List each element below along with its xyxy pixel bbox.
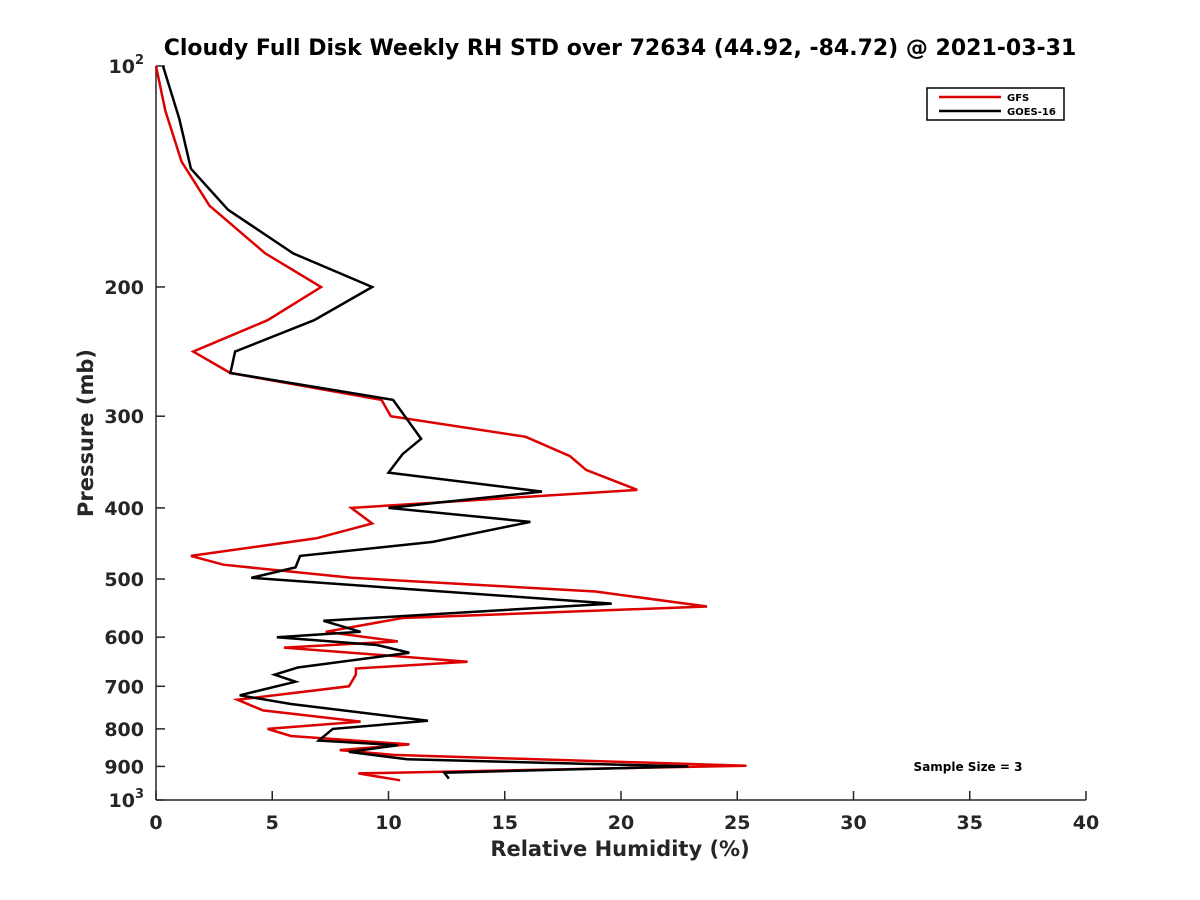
y-tick-label: 600	[104, 627, 144, 649]
x-tick-label: 25	[724, 812, 750, 834]
y-tick-base: 10	[109, 56, 135, 78]
y-tick-label: 103	[109, 787, 145, 812]
y-tick-exponent: 3	[135, 787, 144, 802]
y-tick-exponent: 2	[135, 53, 144, 68]
x-tick-label: 35	[957, 812, 983, 834]
legend-label: GFS	[1007, 93, 1029, 104]
legend: GFS GOES-16	[926, 87, 1065, 121]
x-tick-label: 0	[149, 812, 162, 834]
y-axis-label: Pressure (mb)	[74, 349, 98, 517]
y-tick-label: 300	[104, 406, 144, 428]
x-axis-label: Relative Humidity (%)	[490, 837, 749, 861]
y-tick-label: 400	[104, 498, 144, 520]
x-tick-label: 20	[608, 812, 634, 834]
y-tick-label: 700	[104, 676, 144, 698]
y-tick-label: 500	[104, 569, 144, 591]
y-tick-label: 102	[109, 53, 145, 78]
chart-title: Cloudy Full Disk Weekly RH STD over 7263…	[164, 36, 1077, 61]
y-tick-label: 200	[104, 277, 144, 299]
y-tick-label: 900	[104, 756, 144, 778]
x-tick-label: 15	[492, 812, 518, 834]
y-tick-base: 10	[109, 790, 135, 812]
series-line-gfs	[154, 65, 747, 782]
series-lines	[154, 65, 747, 782]
x-tick-label: 5	[266, 812, 279, 834]
legend-label: GOES-16	[1007, 107, 1056, 118]
legend-box	[926, 87, 1065, 121]
sample-size-annotation: Sample Size = 3	[914, 760, 1023, 774]
x-tick-label: 40	[1073, 812, 1099, 834]
series-line-goes-16	[161, 65, 689, 780]
x-tick-label: 30	[840, 812, 866, 834]
x-tick-label: 10	[375, 812, 401, 834]
x-axis-ticks: 0 5 10 15 20 25 30 35 40	[149, 791, 1099, 834]
y-tick-label: 800	[104, 719, 144, 741]
